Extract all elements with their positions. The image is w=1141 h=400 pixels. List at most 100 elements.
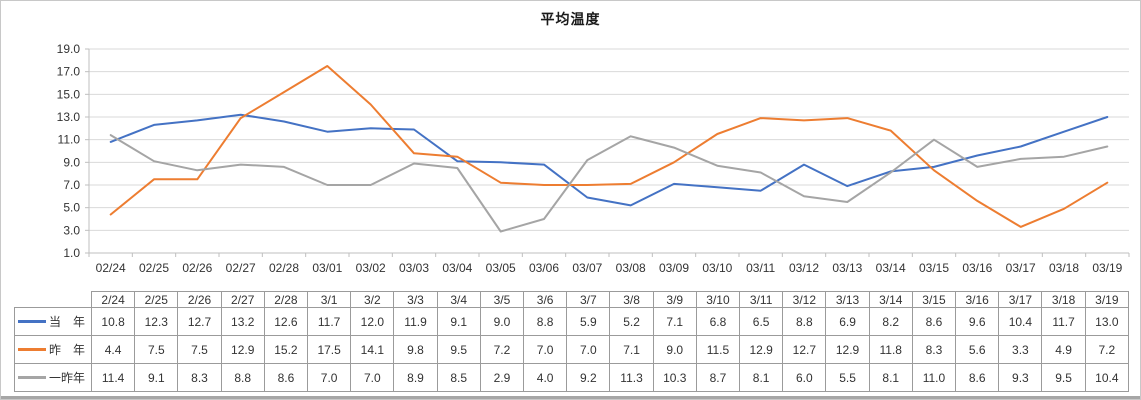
table-header-cell: 2/27	[220, 291, 265, 308]
table-value-cell: 10.4	[1084, 363, 1130, 392]
x-axis-label: 03/10	[702, 261, 732, 275]
data-table: 2/24 2/25 2/26 2/27 2/28 3/1 3/2 3/3 3/4 3/5 3/6 3/…	[14, 291, 1130, 392]
x-axis-label: 03/03	[399, 261, 429, 275]
table-header-cell: 3/4	[436, 291, 481, 308]
table-value-cell: 4.0	[523, 363, 568, 392]
legend-label: 昨 年	[48, 343, 85, 357]
legend-label: 当 年	[48, 315, 85, 329]
y-axis-label: 1.0	[63, 246, 80, 260]
table-value-cell: 12.7	[782, 335, 827, 364]
table-value-cell: 12.7	[177, 307, 222, 336]
table-value-cell: 9.1	[134, 363, 179, 392]
table-header-cell: 2/24	[90, 291, 136, 308]
table-value-cell: 9.6	[955, 307, 1000, 336]
table-value-cell: 8.8	[782, 307, 827, 336]
table-value-cell: 7.0	[566, 335, 611, 364]
table-value-cell: 5.5	[825, 363, 870, 392]
x-axis-label: 03/19	[1092, 261, 1122, 275]
table-value-cell: 7.5	[134, 335, 179, 364]
y-axis-label: 3.0	[63, 223, 80, 237]
data-table-header: 2/24 2/25 2/26 2/27 2/28 3/1 3/2 3/3 3/4 3/5 3/6 3/…	[14, 291, 1130, 308]
x-axis-label: 03/02	[356, 261, 386, 275]
legend-key-cell: 当 年	[14, 307, 92, 336]
table-header-cell: 3/8	[609, 291, 654, 308]
x-axis-label: 03/07	[572, 261, 602, 275]
table-header-cell: 3/16	[955, 291, 1000, 308]
chart-title: 平均温度	[540, 11, 601, 27]
table-value-cell: 11.4	[90, 363, 136, 392]
legend-line-swatch	[18, 348, 46, 351]
y-axis-label: 13.0	[57, 110, 81, 124]
table-value-cell: 12.9	[739, 335, 784, 364]
table-value-cell: 7.2	[1084, 335, 1130, 364]
series-line-1	[109, 65, 1109, 228]
y-axis-label: 19.0	[57, 42, 81, 56]
table-value-cell: 13.0	[1084, 307, 1130, 336]
table-row: 昨 年 4.4 7.5 7.5 12.9 15.2 17.5 14.1 9.8 9.5 7.2 7.0…	[14, 335, 1130, 364]
table-value-cell: 6.9	[825, 307, 870, 336]
table-header-cell: 3/14	[868, 291, 913, 308]
table-header-cell: 2/28	[263, 291, 309, 308]
x-axis-label: 03/09	[659, 261, 689, 275]
table-header-cell: 2/25	[134, 291, 179, 308]
table-value-cell: 8.7	[695, 363, 741, 392]
bottom-border	[1, 396, 1140, 399]
x-axis-label: 03/17	[1006, 261, 1036, 275]
y-axis-label: 11.0	[58, 133, 81, 147]
x-axis-label: 02/24	[96, 261, 126, 275]
table-value-cell: 9.5	[1041, 363, 1086, 392]
table-value-cell: 7.1	[609, 335, 654, 364]
x-axis-label: 03/13	[832, 261, 862, 275]
table-value-cell: 7.5	[177, 335, 222, 364]
line-chart: 19.0 17.0 15.0 13.0 11.0 9.0 7.0 5.0 3.0 1.0 02/24…	[57, 42, 1130, 275]
table-header-cell: 3/3	[393, 291, 438, 308]
table-header-cell: 3/15	[911, 291, 957, 308]
y-axis-label: 15.0	[57, 87, 81, 101]
table-value-cell: 10.8	[90, 307, 136, 336]
table-value-cell: 6.5	[739, 307, 784, 336]
table-value-cell: 8.8	[523, 307, 568, 336]
table-header-cell: 3/5	[479, 291, 525, 308]
x-axis-label: 03/06	[529, 261, 559, 275]
table-value-cell: 8.6	[955, 363, 1000, 392]
x-axis-label: 03/14	[876, 261, 906, 275]
table-value-cell: 9.3	[998, 363, 1043, 392]
table-value-cell: 7.0	[307, 363, 352, 392]
table-value-cell: 7.1	[652, 307, 697, 336]
table-value-cell: 8.5	[436, 363, 481, 392]
table-value-cell: 11.7	[1041, 307, 1086, 336]
table-value-cell: 10.3	[652, 363, 697, 392]
x-axis-label: 02/25	[139, 261, 169, 275]
x-axis-label: 02/27	[226, 261, 256, 275]
table-value-cell: 13.2	[220, 307, 265, 336]
table-header-cell: 3/7	[566, 291, 611, 308]
table-value-cell: 17.5	[307, 335, 352, 364]
table-value-cell: 11.9	[393, 307, 438, 336]
x-axis-label: 03/05	[486, 261, 516, 275]
table-header-cell: 3/12	[782, 291, 827, 308]
table-value-cell: 12.6	[263, 307, 309, 336]
table-value-cell: 9.1	[436, 307, 481, 336]
table-value-cell: 5.6	[955, 335, 1000, 364]
table-value-cell: 11.7	[307, 307, 352, 336]
table-header-cell: 3/18	[1041, 291, 1086, 308]
table-value-cell: 9.2	[566, 363, 611, 392]
x-axis-label: 03/01	[312, 261, 342, 275]
table-value-cell: 8.3	[911, 335, 957, 364]
table-value-cell: 4.4	[90, 335, 136, 364]
series-line-2	[109, 134, 1109, 233]
table-header-cell: 3/6	[523, 291, 568, 308]
table-value-cell: 7.0	[350, 363, 395, 392]
legend-line-swatch	[18, 376, 46, 379]
table-header-cell: 3/1	[307, 291, 352, 308]
table-value-cell: 11.0	[911, 363, 957, 392]
table-value-cell: 12.3	[134, 307, 179, 336]
table-row: 当 年 10.8 12.3 12.7 13.2 12.6 11.7 12.0 11.9 9.1 9.…	[14, 307, 1130, 336]
table-value-cell: 11.8	[868, 335, 913, 364]
x-axis-label: 03/15	[919, 261, 949, 275]
table-value-cell: 4.9	[1041, 335, 1086, 364]
table-value-cell: 8.1	[739, 363, 784, 392]
table-value-cell: 5.9	[566, 307, 611, 336]
table-header-cell: 3/11	[739, 291, 784, 308]
